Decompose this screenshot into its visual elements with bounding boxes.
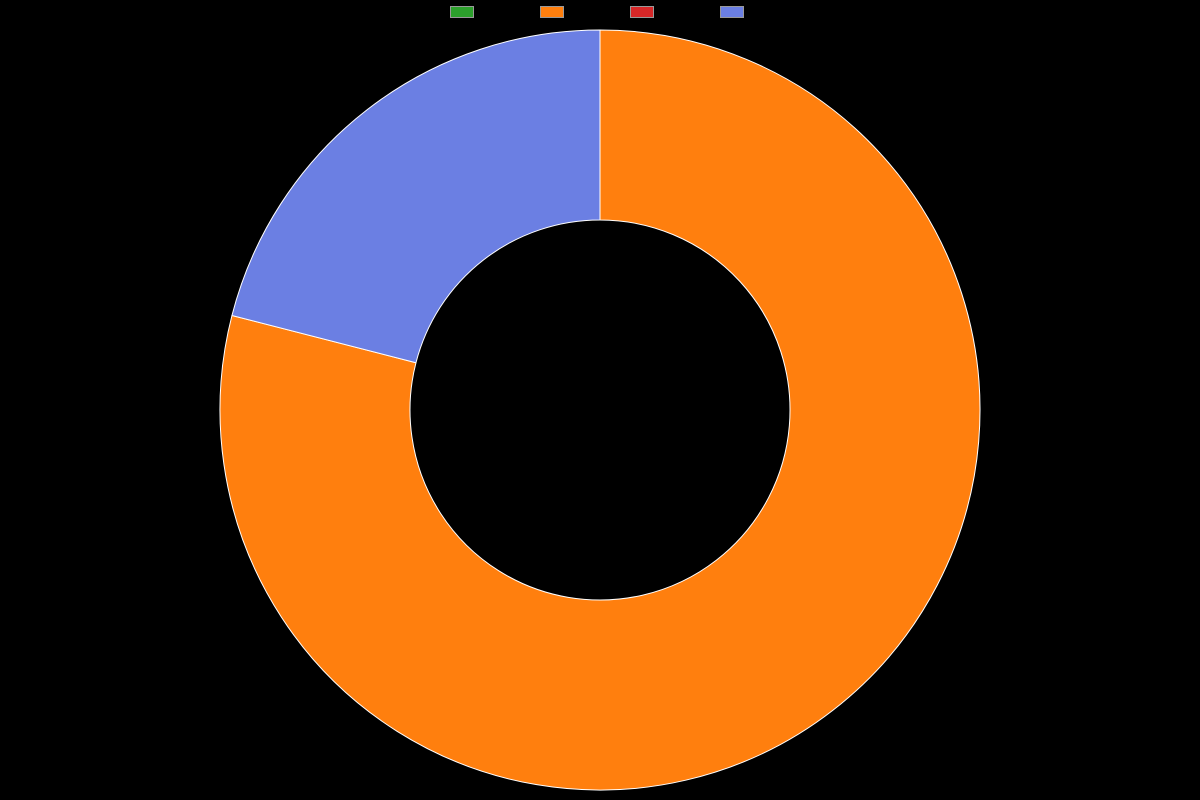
legend-swatch bbox=[540, 6, 564, 18]
legend-swatch bbox=[630, 6, 654, 18]
donut-svg bbox=[218, 28, 982, 792]
donut-wrap bbox=[0, 20, 1200, 800]
legend-swatch bbox=[720, 6, 744, 18]
legend-item bbox=[450, 6, 480, 18]
legend-item bbox=[720, 6, 750, 18]
legend-swatch bbox=[450, 6, 474, 18]
legend bbox=[0, 6, 1200, 18]
legend-item bbox=[540, 6, 570, 18]
donut-chart-container bbox=[0, 0, 1200, 800]
legend-item bbox=[630, 6, 660, 18]
donut-slice bbox=[232, 30, 600, 363]
